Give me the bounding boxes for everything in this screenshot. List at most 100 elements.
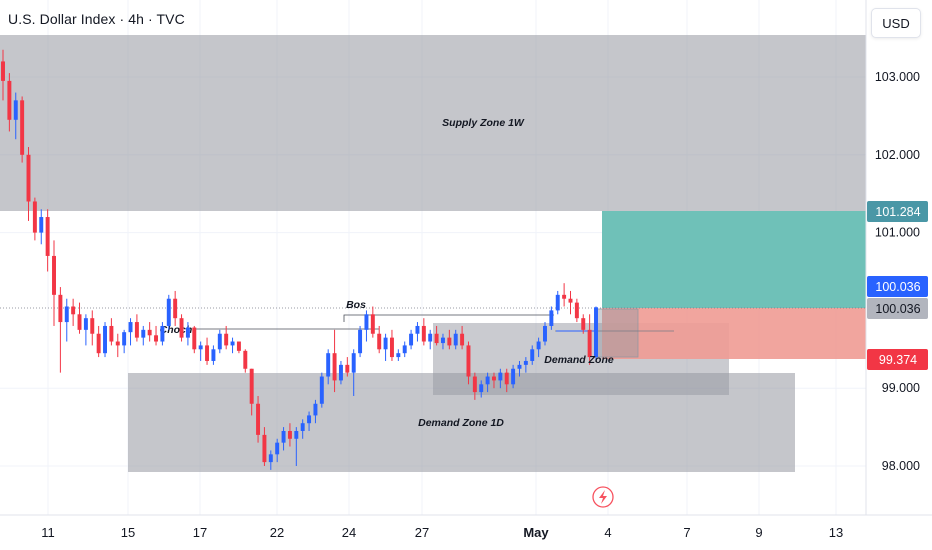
- candle-body: [351, 353, 356, 373]
- candle-body: [160, 325, 165, 342]
- position-stop-area[interactable]: [602, 308, 866, 359]
- candle-body: [428, 333, 433, 342]
- candle-body: [90, 318, 95, 334]
- candle-body: [313, 403, 318, 416]
- candle-body: [287, 430, 292, 439]
- candle-body: [562, 294, 567, 299]
- demand-zone-label: Demand Zone: [544, 354, 614, 366]
- tag-last-price: 100.036: [867, 276, 928, 297]
- flash-icon[interactable]: [592, 486, 614, 508]
- candle-body: [345, 364, 350, 373]
- time-axis-ticks: 11 15 17 22 24 27 May 4 7 9 13: [41, 525, 843, 540]
- price-tick-label: 103.000: [875, 70, 920, 84]
- candle-body: [122, 332, 127, 346]
- candle-body: [236, 341, 241, 351]
- candle-body: [409, 333, 414, 346]
- candle-body: [268, 454, 273, 463]
- candle-body: [370, 314, 375, 334]
- candle-body: [281, 430, 286, 443]
- time-tick-label: 15: [121, 525, 135, 540]
- candle-body: [307, 415, 312, 424]
- candle-body: [58, 294, 63, 323]
- candle-body: [434, 333, 439, 344]
- candle-body: [52, 255, 56, 295]
- svg-text:101.284: 101.284: [875, 205, 920, 219]
- candle-body: [568, 298, 573, 303]
- tag-stop-loss: 99.374: [867, 349, 928, 370]
- svg-text:99.374: 99.374: [879, 353, 917, 367]
- candle-body: [492, 376, 496, 381]
- candle-body: [1, 61, 5, 81]
- price-tick-label: 101.000: [875, 226, 920, 240]
- candle-body: [154, 335, 159, 342]
- price-axis[interactable]: [866, 0, 932, 515]
- time-tick-label: 13: [829, 525, 843, 540]
- candles: [1, 49, 598, 470]
- time-axis[interactable]: [0, 515, 932, 550]
- time-tick-label: 24: [342, 525, 356, 540]
- candle-body: [485, 376, 490, 385]
- candle-body: [249, 368, 254, 404]
- position-target-area[interactable]: [602, 211, 866, 308]
- time-tick-label: May: [523, 525, 549, 540]
- candle-body: [587, 329, 592, 358]
- candle-body: [530, 349, 535, 361]
- candle-body: [103, 325, 107, 354]
- candle-body: [230, 341, 235, 346]
- candle-body: [243, 350, 248, 369]
- candle-body: [472, 376, 477, 393]
- candle-body: [440, 337, 445, 344]
- candle-body: [134, 322, 139, 338]
- candle-body: [466, 345, 471, 377]
- candle-body: [402, 345, 407, 354]
- candle-body: [71, 306, 76, 315]
- candle-body: [205, 345, 210, 361]
- candle-body: [256, 403, 261, 435]
- candle-body: [109, 325, 114, 342]
- candle-body: [7, 80, 12, 120]
- time-tick-label: 22: [270, 525, 284, 540]
- time-tick-label: 27: [415, 525, 429, 540]
- candle-body: [396, 353, 401, 358]
- candle-body: [192, 327, 197, 350]
- supply-zone-1w-label: Supply Zone 1W: [442, 117, 525, 129]
- currency-button[interactable]: USD: [871, 8, 921, 38]
- candle-body: [166, 298, 171, 326]
- candle-body: [147, 329, 152, 336]
- candle-body: [498, 372, 503, 381]
- demand-zone-1d-label: Demand Zone 1D: [418, 417, 504, 429]
- candle-body: [39, 217, 44, 233]
- time-tick-label: 7: [683, 525, 690, 540]
- candle-body: [96, 333, 101, 354]
- price-axis-ticks: 103.000 102.000 101.000 99.000 98.000: [875, 70, 920, 473]
- candle-body: [581, 318, 586, 330]
- candle-body: [179, 318, 184, 338]
- candle-body: [141, 329, 146, 338]
- candle-body: [364, 314, 369, 330]
- time-tick-label: 9: [755, 525, 762, 540]
- candle-body: [536, 341, 541, 350]
- candle-body: [415, 325, 420, 334]
- candle-body: [447, 337, 452, 346]
- candle-body: [460, 333, 465, 346]
- chart-title: U.S. Dollar Index · 4h · TVC: [8, 11, 185, 27]
- candle-body: [64, 306, 69, 323]
- candle-body: [300, 423, 305, 431]
- bos-line: [343, 314, 554, 322]
- supply-zone-1w[interactable]: [0, 35, 866, 211]
- time-tick-label: 4: [604, 525, 611, 540]
- time-tick-label: 17: [193, 525, 207, 540]
- candle-body: [13, 100, 18, 120]
- candle-body: [517, 364, 522, 369]
- candle-body: [128, 322, 133, 333]
- candle-body: [523, 360, 528, 365]
- current-range-box: [594, 308, 639, 358]
- candle-body: [294, 430, 299, 439]
- candle-body: [217, 333, 222, 350]
- svg-text:100.036: 100.036: [875, 280, 920, 294]
- candle-body: [20, 100, 25, 155]
- candle-body: [543, 325, 547, 342]
- candle-body: [389, 337, 394, 358]
- candle-body: [198, 345, 203, 350]
